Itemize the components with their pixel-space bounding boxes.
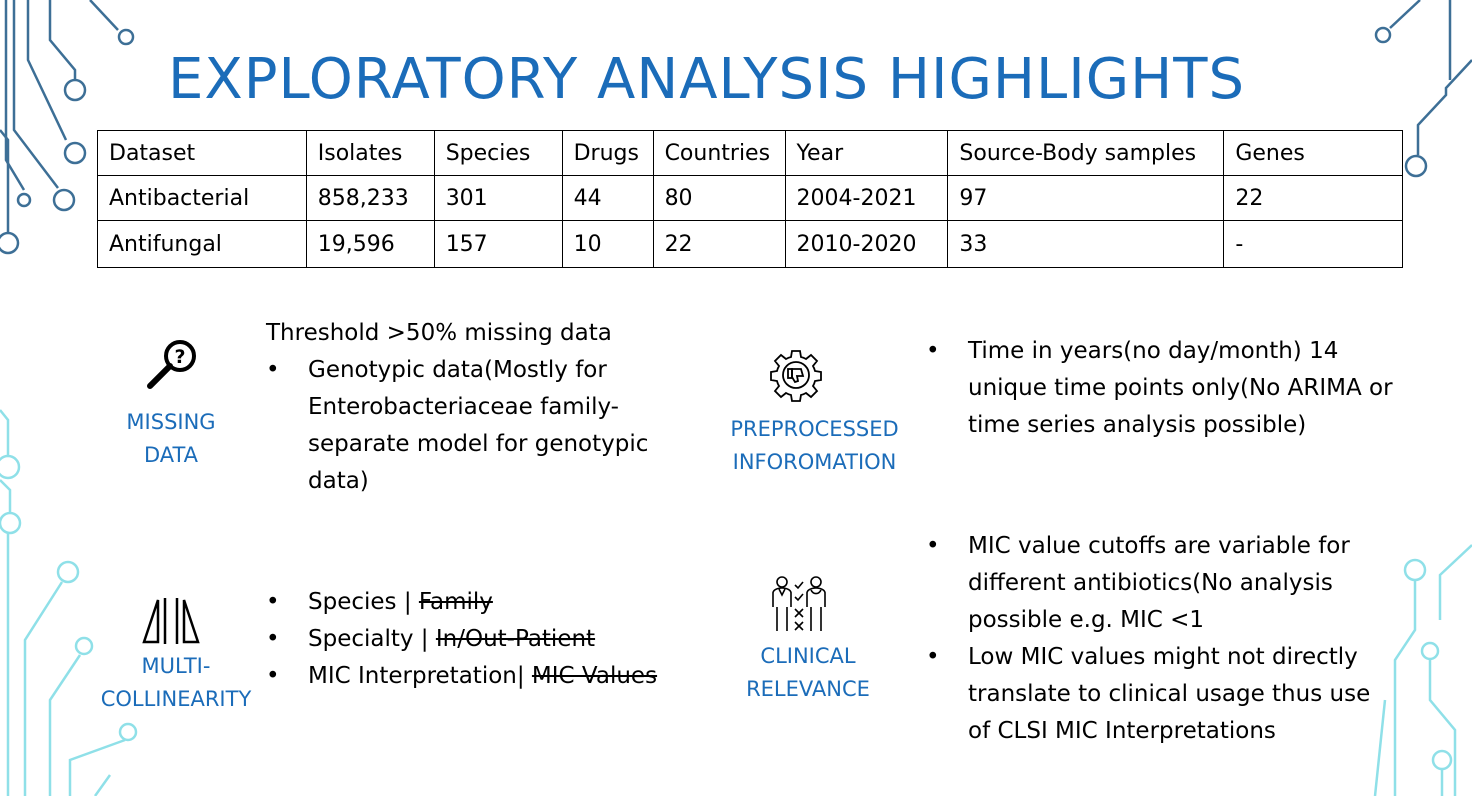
list-item: Low MIC values might not directly transl… bbox=[926, 639, 1396, 750]
header-cell: Countries bbox=[652, 130, 786, 176]
summary-table: Dataset Isolates Species Drugs Countries… bbox=[97, 130, 1403, 268]
missing-threshold-text: Threshold >50% missing data bbox=[266, 320, 612, 346]
table-cell: 80 bbox=[652, 175, 786, 221]
table-row: Antifungal 19,596 157 10 22 2010-2020 33… bbox=[97, 220, 1403, 268]
list-item: MIC Interpretation| MIC Values bbox=[266, 658, 706, 695]
table-row: Antibacterial 858,233 301 44 80 2004-202… bbox=[97, 175, 1403, 221]
header-cell: Isolates bbox=[305, 130, 435, 176]
label-line: INFOROMATION bbox=[732, 450, 897, 474]
list-item: Genotypic data(Mostly for Enterobacteria… bbox=[266, 352, 691, 500]
table-cell: 19,596 bbox=[305, 220, 435, 268]
doctors-icon bbox=[772, 576, 826, 631]
multicollinearity-label: MULTI- COLLINEARITY bbox=[86, 650, 266, 716]
label-line: RELEVANCE bbox=[746, 677, 870, 701]
header-cell: Year bbox=[784, 130, 949, 176]
table-cell: 44 bbox=[561, 175, 654, 221]
list-item: Time in years(no day/month) 14 unique ti… bbox=[926, 333, 1396, 444]
table-cell: 157 bbox=[433, 220, 563, 268]
header-cell: Species bbox=[433, 130, 563, 176]
kept-variable: Specialty | bbox=[308, 626, 436, 652]
table-cell: 22 bbox=[652, 220, 786, 268]
dropped-variable: In/Out-Patient bbox=[435, 626, 596, 652]
kept-variable: Species | bbox=[308, 589, 419, 615]
table-cell: 2010-2020 bbox=[784, 220, 949, 268]
table-cell: 97 bbox=[947, 175, 1225, 221]
label-line: COLLINEARITY bbox=[100, 687, 252, 711]
label-line: DATA bbox=[143, 443, 199, 467]
preprocessed-label: PREPROCESSED INFOROMATION bbox=[712, 413, 917, 479]
list-item: Species | Family bbox=[266, 584, 706, 621]
header-cell: Source-Body samples bbox=[947, 130, 1225, 176]
table-cell: 2004-2021 bbox=[784, 175, 949, 221]
table-cell: 301 bbox=[433, 175, 563, 221]
table-cell: Antibacterial bbox=[97, 175, 307, 221]
mirror-triangles-icon bbox=[142, 598, 200, 644]
list-item: Specialty | In/Out-Patient bbox=[266, 621, 706, 658]
table-header-row: Dataset Isolates Species Drugs Countries… bbox=[97, 130, 1403, 176]
gear-thumbs-down-icon bbox=[770, 350, 822, 402]
header-cell: Dataset bbox=[97, 130, 307, 176]
label-line: PREPROCESSED bbox=[730, 417, 899, 441]
table-cell: 858,233 bbox=[305, 175, 435, 221]
label-line: MISSING bbox=[126, 410, 216, 434]
clinical-relevance-label: CLINICAL RELEVANCE bbox=[718, 640, 898, 706]
magnifier-question-icon: ? bbox=[147, 340, 196, 389]
kept-variable: MIC Interpretation| bbox=[308, 663, 532, 689]
dropped-variable: MIC Values bbox=[531, 663, 658, 689]
label-line: MULTI- bbox=[141, 654, 211, 678]
header-cell: Genes bbox=[1223, 130, 1403, 176]
missing-bullets: Genotypic data(Mostly for Enterobacteria… bbox=[266, 352, 691, 500]
list-item: MIC value cutoffs are variable for diffe… bbox=[926, 528, 1396, 639]
dropped-variable: Family bbox=[418, 589, 493, 615]
table-cell: Antifungal bbox=[97, 220, 307, 268]
page-title: EXPLORATORY ANALYSIS HIGHLIGHTS bbox=[168, 47, 1246, 112]
label-line: CLINICAL bbox=[760, 644, 856, 668]
clinical-bullets: MIC value cutoffs are variable for diffe… bbox=[926, 528, 1396, 750]
missing-data-label: MISSING DATA bbox=[96, 406, 246, 472]
svg-text:?: ? bbox=[174, 346, 185, 368]
table-cell: 22 bbox=[1223, 175, 1403, 221]
multicollinearity-bullets: Species | Family Specialty | In/Out-Pati… bbox=[266, 584, 706, 695]
table-cell: 33 bbox=[947, 220, 1225, 268]
table-cell: 10 bbox=[561, 220, 654, 268]
header-cell: Drugs bbox=[561, 130, 654, 176]
table-cell: - bbox=[1223, 220, 1403, 268]
preprocessed-bullets: Time in years(no day/month) 14 unique ti… bbox=[926, 333, 1396, 444]
